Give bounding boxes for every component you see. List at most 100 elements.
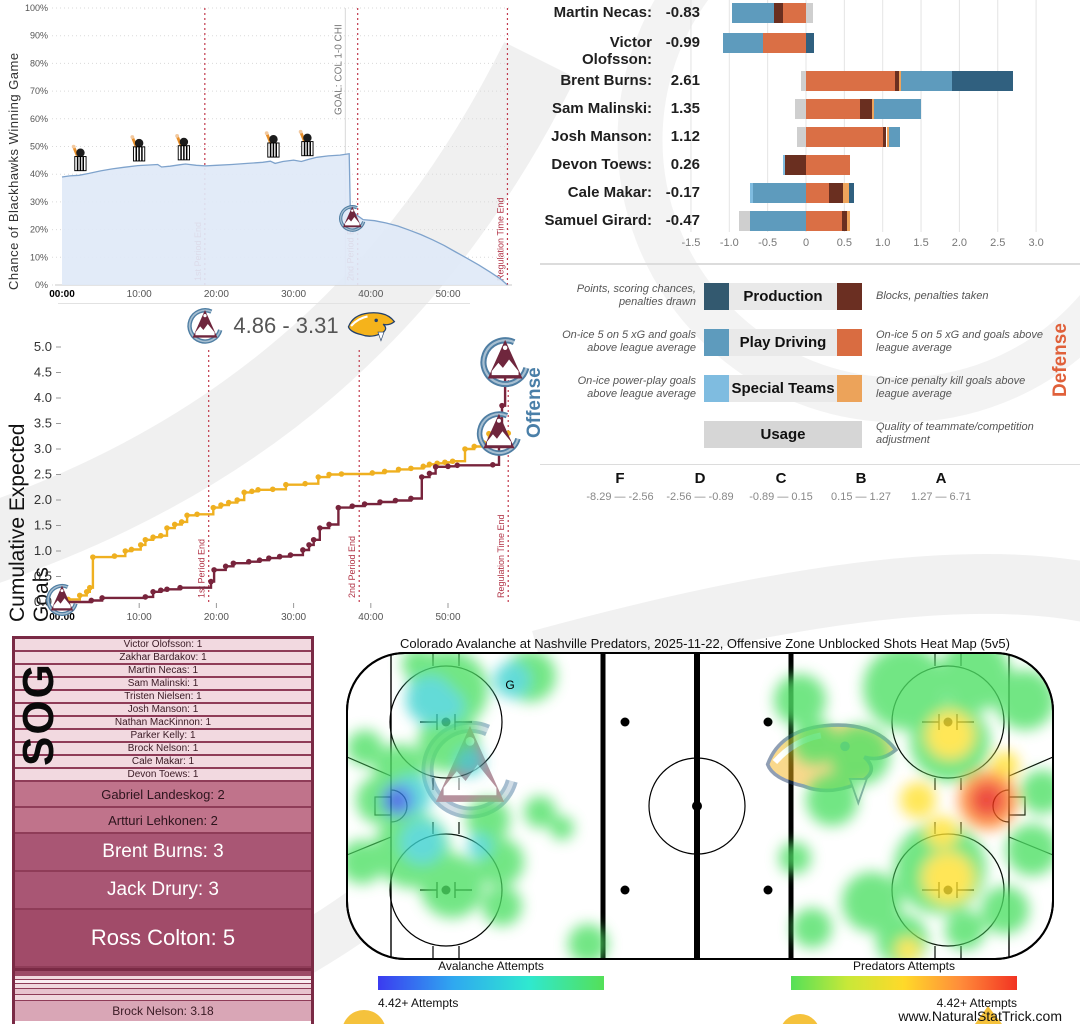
impact-row: Cale Makar: -0.17 [540,182,1080,204]
heat-blob [779,842,811,874]
x-tick-label: 0.5 [837,237,852,249]
impact-bar-segment-orange [763,33,806,53]
impact-bar-segment-steelblue [723,33,764,53]
xg-event-marker [142,536,149,543]
grade-letter: D [694,470,706,487]
xg-event-marker [164,586,170,593]
legend-row-usage: Usage Quality of teammate/competition ad… [548,419,1072,449]
xg-event-marker [418,474,425,480]
xg-event-marker [158,587,164,594]
xg-event-marker [122,548,129,554]
x-tick-label: 1.5 [913,237,928,249]
impact-bar-segment-gray [795,99,806,119]
xg-event-marker [150,534,156,541]
impact-bar-segment-steelblue [874,99,922,119]
player-impact-value: -0.99 [665,34,700,51]
xg-event-marker [184,512,190,519]
sog-row: Brent Burns: 3 [15,834,311,872]
xg-event-marker [128,546,135,553]
heat-blob [1020,770,1053,814]
grade-item: C -0.89 — 0.15 [736,470,826,503]
avalanche-scale-label: 4.42+ Attempts [378,996,459,1010]
stripe [15,995,311,1000]
xg-event-marker [326,471,332,478]
shot-heatmap-rink[interactable]: G [330,630,1080,1024]
stripe [15,994,311,995]
impact-row: Josh Manson: 1.12 [540,126,1080,148]
goal-annotation: GOAL: COL 1-0 CHI [333,24,344,115]
stripe [15,979,311,980]
legend-left-desc: On-ice 5 on 5 xG and goals above league … [562,329,696,354]
impact-row: Sam Malinski: 1.35 [540,98,1080,120]
y-tick-label: 3.0 [34,441,52,456]
period-label: Regulation Time End [495,197,505,281]
player-impact-value: -0.47 [665,212,700,229]
heat-blob [793,720,837,764]
sog-row: Sam Malinski: 1 [15,678,311,691]
y-tick-label: 40% [30,169,48,179]
x-tick-label: 10:00 [127,289,152,300]
xg-event-marker [256,557,263,563]
legend-row-play-driving: On-ice 5 on 5 xG and goals above league … [548,327,1072,357]
referee-penalty-icon [129,134,147,163]
x-tick-label: 00:00 [49,289,75,300]
xg-event-marker [310,536,317,543]
x-tick-label: 00:00 [49,612,75,623]
stripe [15,1000,311,1001]
heat-blob [926,711,974,759]
legend-label: Usage [760,425,806,443]
naturalstattrick-link[interactable]: www.NaturalStatTrick.com [898,1008,1062,1024]
winprob-chart[interactable]: 0% 10% 20% 30% 40% 50% 60% 70% 80% 90% 100% 00:00 10… [0,0,540,300]
heat-blob [863,653,947,730]
cumulative-xg-chart[interactable]: 0.00.51.01.52.02.53.03.54.04.55.000:00 10… [0,340,545,635]
sog-chart[interactable]: Victor Olofsson: 1 Zakhar Bardakov: 1 Mart… [12,636,314,969]
legend-right-desc: Blocks, penalties taken [876,289,989,302]
xg-event-marker [225,499,232,506]
heat-blob [945,910,985,950]
xg-event-marker [246,558,252,565]
legend-left-desc: On-ice power-play goals above league ave… [577,375,696,400]
player-impact-chart[interactable]: -1.5 -1.0 -0.5 0 0.5 1.0 1.5 2.0 2.5 3.0 Martin Ne… [540,0,1080,260]
xg-event-marker [408,465,414,472]
x-tick-label: 30:00 [281,289,306,300]
xg-event-marker [426,470,433,477]
impact-bar-segment-steelblue [753,183,806,203]
xg-event-marker [381,468,388,475]
heat-blob [432,690,464,722]
heat-blob [347,840,384,884]
legend-right-desc: On-ice penalty kill goals above league a… [876,375,1026,400]
stripe [15,980,311,983]
xg-event-marker [266,555,272,561]
production-defense-swatch [837,282,862,310]
x-tick-label: 20:00 [204,289,229,300]
x-tick-label: 50:00 [435,612,460,623]
grade-letter: A [935,470,947,487]
heat-blob [400,820,444,864]
winprob-area [62,153,508,285]
heat-blob [926,816,958,848]
predators-scale-label: 4.42+ Attempts [936,996,1017,1010]
heat-blob [792,908,832,948]
impact-row: Brent Burns: 2.61 [540,70,1080,92]
y-tick-label: 80% [30,58,48,68]
winprob-line [61,152,508,286]
player-name: Sam Malinski: [551,100,652,117]
impact-bar-segment-maroon [859,99,872,119]
sog-row: Cale Makar: 1 [15,756,311,769]
legend-row-special-teams: On-ice power-play goals above league ave… [548,373,1072,403]
heat-blob [1006,824,1053,876]
predators-attempts-label: Predators Attempts [852,959,956,973]
xg-event-marker [210,504,217,511]
grade-range: -8.29 — -2.56 [586,491,654,503]
referee-penalty-icon [70,144,88,173]
secondary-stacked-chart[interactable]: Brock Nelson: 3.18 [12,968,314,1024]
xg-event-marker [177,584,183,591]
player-impact-value: 1.12 [670,128,700,145]
legend-label: Play Driving [739,333,827,351]
impact-bar-segment-maroon [842,211,847,231]
y-tick-label: 2.5 [34,467,52,482]
y-tick-label: 4.0 [34,390,52,405]
referee-penalty-icon [173,133,191,162]
y-tick-label: 0.5 [34,569,52,584]
predators-logo-icon [346,311,396,342]
